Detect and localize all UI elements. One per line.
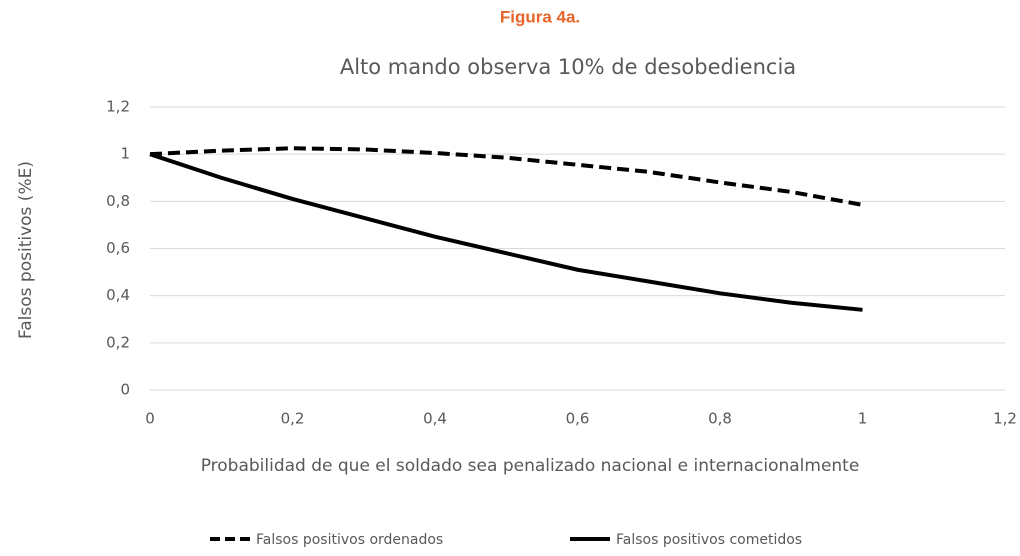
y-tick-label: 0: [120, 381, 130, 399]
y-axis-label: Falsos positivos (%E): [16, 161, 36, 339]
y-tick-label: 1: [120, 145, 130, 163]
figure-label: Figura 4a.: [500, 7, 580, 26]
y-tick-label: 0,8: [106, 192, 130, 210]
y-tick-label: 0,4: [106, 286, 130, 304]
series-line: [149, 152, 863, 312]
x-axis-label: Probabilidad de que el soldado sea penal…: [201, 456, 860, 476]
legend-label: Falsos positivos ordenados: [256, 532, 443, 548]
chart-title: Alto mando observa 10% de desobediencia: [340, 55, 796, 79]
x-tick-label: 1,2: [993, 410, 1017, 428]
x-tick-label: 0,4: [423, 410, 447, 428]
y-tick-label: 1,2: [106, 98, 130, 116]
legend-label: Falsos positivos cometidos: [616, 532, 802, 548]
y-tick-label: 0,2: [106, 333, 130, 351]
x-tick-label: 1: [858, 410, 868, 428]
y-tick-label: 0,6: [106, 239, 130, 257]
x-tick-label: 0: [145, 410, 155, 428]
x-tick-label: 0,2: [281, 410, 305, 428]
x-tick-label: 0,8: [708, 410, 732, 428]
series-line: [149, 146, 863, 207]
x-tick-label: 0,6: [566, 410, 590, 428]
